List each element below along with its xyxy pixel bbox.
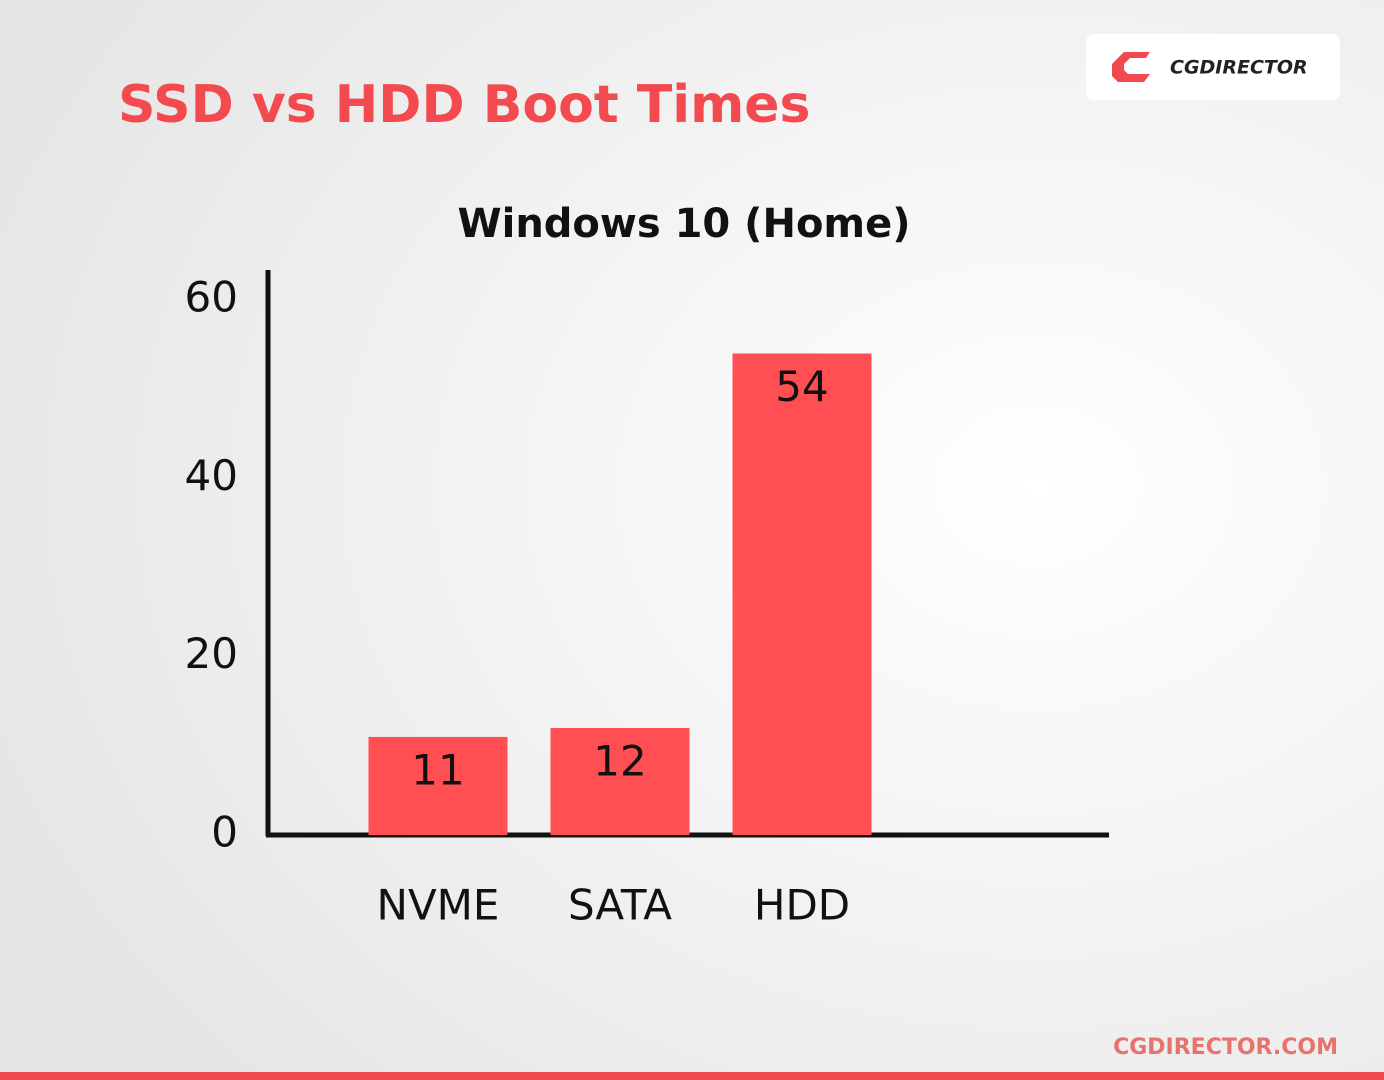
bottom-bar bbox=[0, 1072, 1384, 1080]
y-tick-label: 60 bbox=[185, 273, 238, 322]
data-label: 11 bbox=[411, 745, 464, 794]
logo-icon bbox=[1112, 52, 1150, 82]
logo-text: CGDIRECTOR bbox=[1170, 57, 1308, 79]
chart-title: SSD vs HDD Boot Times bbox=[118, 75, 810, 135]
y-tick-label: 0 bbox=[211, 808, 238, 857]
y-tick-label: 20 bbox=[185, 629, 238, 678]
chart-subtitle: Windows 10 (Home) bbox=[457, 201, 910, 247]
x-tick-label: HDD bbox=[754, 881, 850, 930]
data-label: 12 bbox=[593, 737, 646, 786]
bar bbox=[732, 353, 872, 835]
bar bbox=[368, 736, 508, 835]
logo-box bbox=[1086, 34, 1340, 100]
bar bbox=[550, 728, 690, 835]
data-label: 54 bbox=[775, 362, 828, 411]
x-tick-label: SATA bbox=[568, 881, 672, 930]
x-tick-label: NVME bbox=[377, 881, 500, 930]
y-tick-label: 40 bbox=[185, 451, 238, 500]
footer: CGDIRECTOR.COM bbox=[1113, 1035, 1338, 1060]
